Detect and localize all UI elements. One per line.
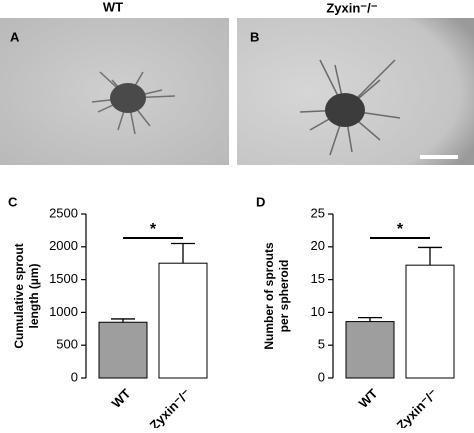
panel-letter: D: [256, 194, 265, 209]
y-tick-label: 5: [318, 337, 325, 352]
panel-letter: A: [10, 29, 20, 44]
y-axis-label: length (µm): [27, 264, 41, 329]
y-axis-label: Cumulative sprout: [12, 243, 26, 348]
bar: [158, 262, 208, 379]
significance-marker: *: [397, 221, 404, 238]
panel-label: WT: [103, 0, 123, 14]
panel-letter: C: [8, 194, 18, 209]
x-tick-label: Zyxin⁻/⁻: [147, 386, 194, 428]
panel-letter: B: [250, 29, 259, 44]
y-axis-label: Number of sprouts: [262, 242, 276, 350]
bar: [405, 264, 455, 379]
x-tick-label: WT: [109, 386, 134, 411]
y-tick-label: 2500: [49, 205, 78, 220]
y-tick-label: 20: [311, 238, 325, 253]
micrograph: [237, 18, 474, 165]
y-tick-label: 1000: [49, 304, 78, 319]
y-tick-label: 1500: [49, 271, 78, 286]
y-tick-label: 0: [71, 369, 78, 384]
significance-marker: *: [150, 221, 157, 238]
y-axis-label: per spheroid: [277, 260, 291, 333]
y-tick-label: 500: [56, 337, 78, 352]
panel-label: Zyxin⁻/⁻: [326, 0, 377, 15]
y-tick-label: 0: [318, 369, 325, 384]
bar: [98, 321, 148, 379]
y-tick-label: 25: [311, 205, 325, 220]
y-tick-label: 15: [311, 271, 325, 286]
x-tick-label: Zyxin⁻/⁻: [394, 386, 441, 428]
y-tick-label: 2000: [49, 238, 78, 253]
x-tick-label: WT: [356, 386, 381, 411]
bar: [345, 321, 395, 379]
micrograph: [0, 18, 229, 165]
y-tick-label: 10: [311, 304, 325, 319]
